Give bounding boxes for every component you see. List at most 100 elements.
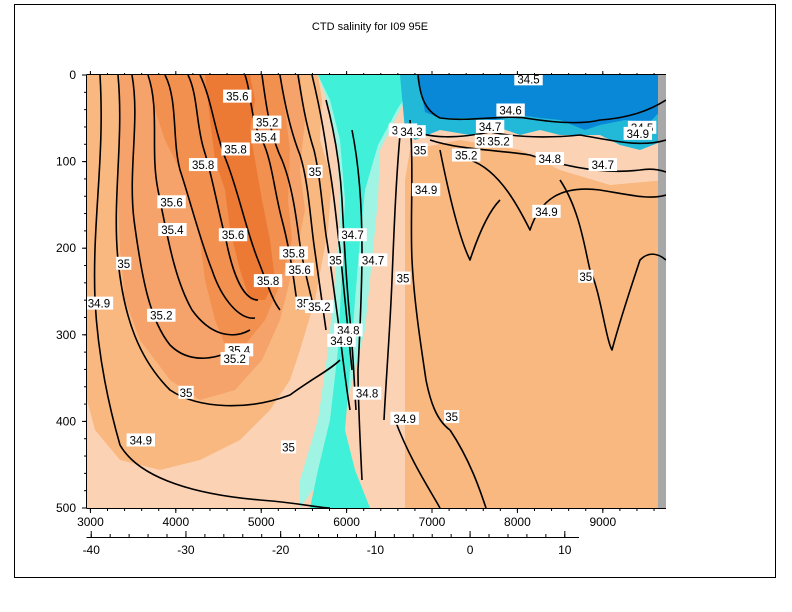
- contour-label-box: [475, 119, 505, 133]
- contour-label-text: 34.7: [341, 230, 363, 242]
- contour-label: 35.6: [218, 228, 248, 242]
- contour-label: 35.2: [484, 134, 513, 149]
- contour-label: 34.9: [623, 126, 653, 141]
- contour-label-box: [252, 115, 282, 129]
- contour-line: [187, 75, 259, 301]
- contour-label-text: 35.6: [226, 92, 248, 104]
- contour-label-text: 35.2: [308, 302, 330, 314]
- contour-label-box: [307, 164, 323, 178]
- x-tick-group: 3000 4000 5000 6000 7000 8000 9000: [77, 71, 655, 529]
- axes-layer: 3000 4000 5000 6000 7000 8000 9000 -40 -30 -20 -1…: [56, 68, 666, 557]
- contour-label-text: 35.6: [288, 265, 310, 277]
- contour-label: 35: [444, 410, 460, 424]
- contour-label-box: [397, 125, 426, 139]
- contour-label-box: [578, 269, 594, 283]
- contour-label: 35: [578, 269, 594, 284]
- contour-label: 34.9: [390, 411, 419, 426]
- contour-label: 35: [395, 271, 411, 286]
- contour-label-box: [305, 300, 334, 314]
- x2-tick-label: 0: [467, 543, 474, 557]
- x2-tick-label: -40: [83, 543, 101, 557]
- y-tick-label: 200: [56, 241, 76, 255]
- contour-label-text: 35: [180, 388, 193, 400]
- contour-label-text: 34.3: [400, 127, 422, 139]
- contour-label-box: [147, 308, 176, 322]
- contour-label-text: 35: [329, 255, 342, 267]
- x2-tick-label: -20: [272, 543, 290, 557]
- contour-label-box: [158, 223, 187, 237]
- contour-label: 35: [307, 164, 323, 179]
- y-tick-label: 300: [56, 328, 76, 342]
- region-blue-deep: [418, 75, 666, 130]
- contour-label-box: [496, 103, 525, 117]
- contour-label: 34.5: [514, 75, 543, 86]
- contour-label: 35.6: [223, 89, 252, 104]
- x-tick-label: 3000: [77, 515, 104, 529]
- contour-label-text: 34.9: [415, 185, 437, 197]
- contour-label: 34.6: [496, 103, 525, 118]
- contour-label-box: [484, 134, 513, 148]
- contour-label: 35.2: [305, 300, 334, 314]
- contour-label-text: 34.8: [539, 154, 561, 166]
- region-mint: [300, 75, 420, 508]
- contour-label-box: [253, 274, 283, 288]
- contour-label-box: [338, 228, 367, 242]
- contour-label-box: [188, 158, 218, 172]
- contour-label-text: 35: [117, 259, 130, 271]
- contour-label-text: 35: [282, 442, 295, 454]
- contour-label-text: 35.8: [224, 144, 246, 156]
- x2-tick-label: -30: [177, 543, 195, 557]
- contour-label-box: [221, 142, 250, 156]
- contour-line: [449, 429, 487, 508]
- contour-label: 35: [327, 253, 344, 267]
- contour-label-box: [411, 183, 441, 197]
- contour-label-box: [327, 253, 344, 267]
- contour-label-box: [451, 148, 481, 162]
- contour-label: 35.8: [253, 274, 283, 288]
- contour-label: 35.4: [251, 130, 280, 144]
- region-orange-dark: [205, 75, 275, 300]
- contour-label-text: 35.8: [282, 248, 304, 260]
- contour-label: 34.9: [532, 204, 561, 219]
- y-tick-group: 0 100 200 300 400 500: [56, 68, 87, 515]
- contour-label-text: 35: [579, 272, 592, 284]
- contour-line: [439, 149, 501, 261]
- contour-label-text: 35.2: [256, 118, 278, 130]
- contour-label-box: [223, 89, 252, 103]
- contour-label-box: [358, 253, 388, 267]
- contour-line: [279, 75, 327, 331]
- contour-label-box: [126, 433, 156, 447]
- contour-label-box: [327, 333, 356, 347]
- contour-line: [559, 179, 666, 351]
- contour-line: [469, 159, 666, 231]
- contour-label-box: [157, 195, 186, 209]
- contour-label: 35.2: [451, 148, 481, 163]
- contour-line: [417, 75, 666, 124]
- contour-line: [394, 419, 441, 508]
- contour-label: 35.6: [157, 195, 186, 209]
- contour-line: [147, 75, 251, 336]
- contour-label-box: [412, 143, 428, 157]
- contour-label-box: [218, 228, 248, 242]
- contour-line: [409, 119, 451, 431]
- contour-label: 34.7: [475, 119, 505, 134]
- contour-label-text: 34.9: [330, 336, 352, 348]
- contour-label-box: [623, 126, 653, 140]
- contour-label-box: [87, 296, 114, 310]
- figure-frame: [14, 4, 776, 578]
- contour-label-box: [535, 152, 565, 166]
- contour-label-text: 35.8: [192, 160, 214, 172]
- contour-line: [131, 75, 241, 359]
- contour-label-text: 34.7: [479, 122, 501, 134]
- contour-label-box: [514, 75, 543, 86]
- contour-line: [164, 75, 256, 319]
- contour-label-text: 35.2: [150, 311, 172, 323]
- contour-line: [351, 129, 363, 481]
- contour-label: 34.3: [397, 125, 426, 139]
- contour-label-text: 35.6: [222, 230, 244, 242]
- contour-line: [383, 134, 401, 421]
- contour-label-box: [390, 411, 419, 425]
- contour-label: 35.8: [221, 142, 250, 156]
- y-tick-label: 400: [56, 414, 76, 428]
- contour-label-layer: 34.535.634.635.234.734.534.934.334.935.4…: [87, 75, 657, 454]
